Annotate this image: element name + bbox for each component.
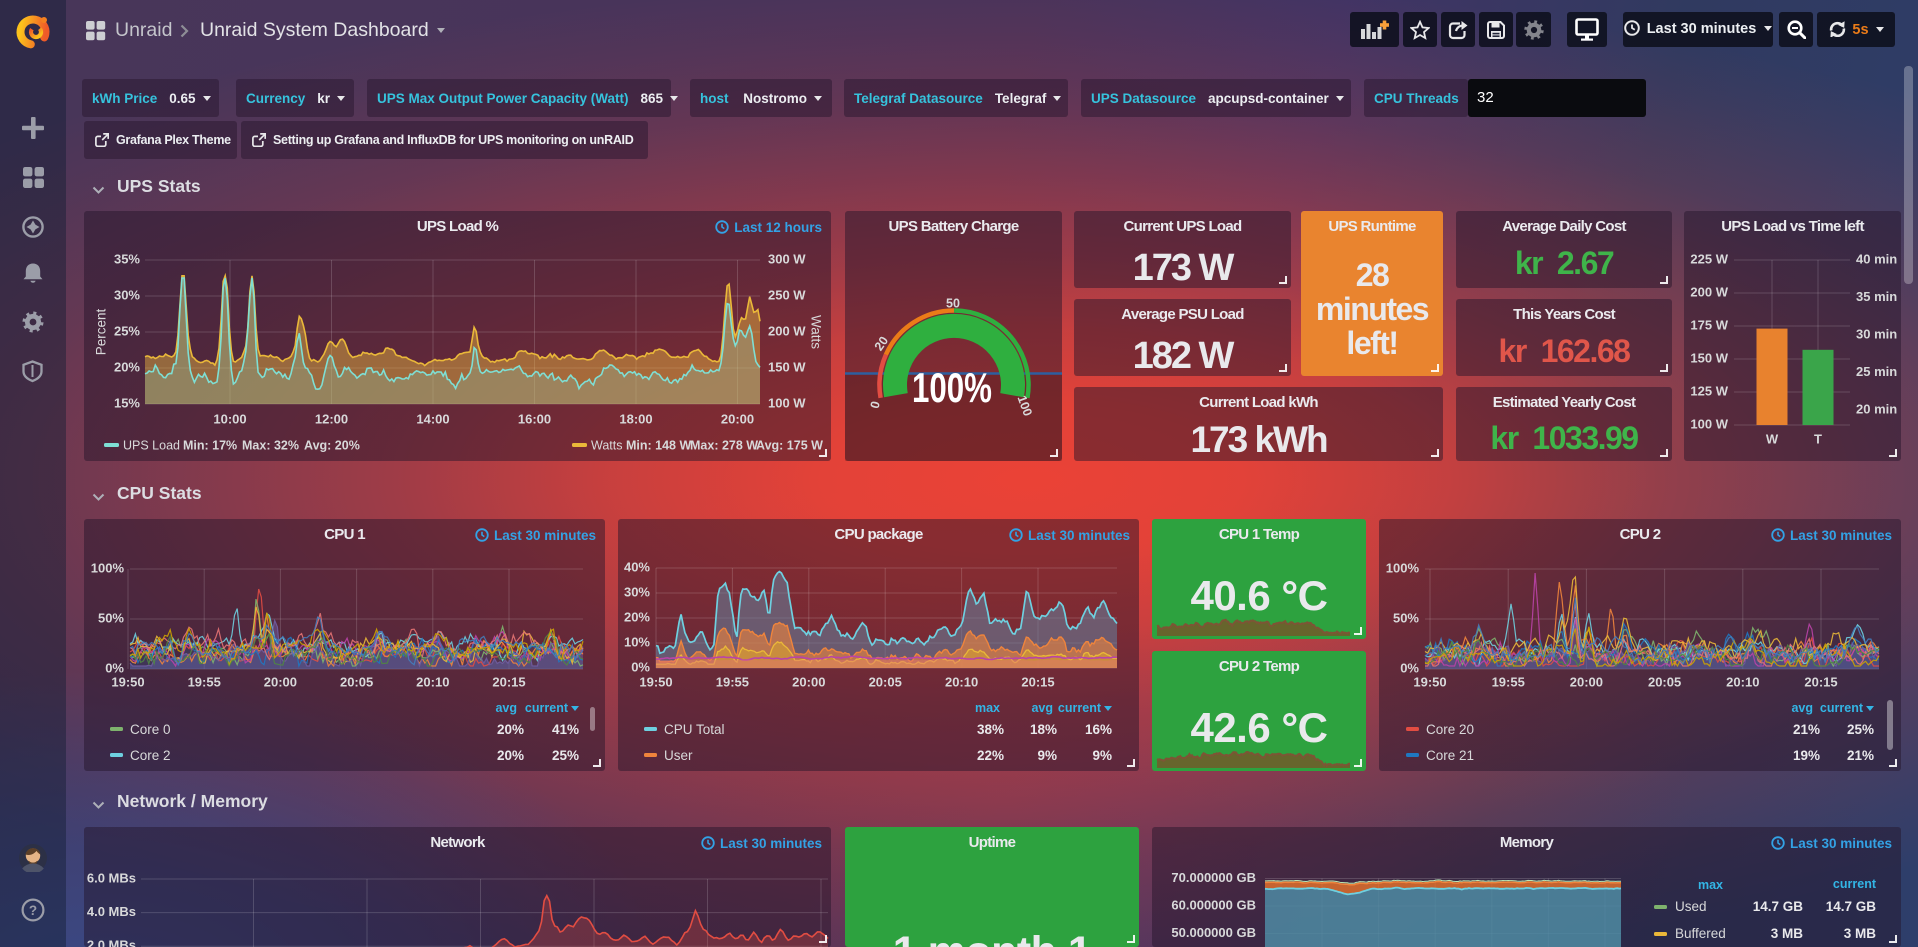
svg-text:20: 20 (872, 334, 891, 353)
svg-text:20:05: 20:05 (340, 674, 373, 689)
svg-text:200 W: 200 W (768, 323, 806, 338)
svg-text:35%: 35% (114, 251, 140, 266)
svg-text:50%: 50% (98, 610, 124, 625)
svg-text:100%: 100% (1386, 560, 1420, 575)
svg-text:20:00: 20:00 (721, 411, 754, 426)
svg-text:Min: 148 W: Min: 148 W (626, 438, 691, 452)
svg-text:100: 100 (1015, 394, 1035, 418)
svg-text:200 W: 200 W (1690, 284, 1728, 299)
svg-text:0%: 0% (1400, 660, 1419, 675)
svg-text:10%: 10% (624, 634, 650, 649)
svg-text:100%: 100% (91, 560, 125, 575)
svg-text:40 min: 40 min (1856, 251, 1897, 266)
svg-text:10:00: 10:00 (213, 411, 246, 426)
svg-text:20:00: 20:00 (264, 674, 297, 689)
svg-text:19:55: 19:55 (188, 674, 221, 689)
svg-text:20%: 20% (624, 609, 650, 624)
svg-text:40%: 40% (624, 559, 650, 574)
svg-text:Max: 278 W: Max: 278 W (690, 438, 758, 452)
svg-text:20:00: 20:00 (1570, 674, 1603, 689)
svg-text:300 W: 300 W (768, 251, 806, 266)
svg-text:UPS Load: UPS Load (123, 438, 180, 452)
svg-text:20 min: 20 min (1856, 401, 1897, 416)
svg-text:20:05: 20:05 (1648, 674, 1681, 689)
svg-text:50: 50 (946, 296, 960, 310)
svg-text:20:15: 20:15 (492, 674, 525, 689)
svg-text:4.0 MBs: 4.0 MBs (87, 904, 136, 919)
svg-text:150 W: 150 W (768, 359, 806, 374)
svg-text:19:55: 19:55 (1492, 674, 1525, 689)
svg-text:25 min: 25 min (1856, 364, 1897, 379)
svg-text:20:15: 20:15 (1021, 674, 1054, 689)
svg-text:20:10: 20:10 (1726, 674, 1759, 689)
svg-text:60.000000 GB: 60.000000 GB (1171, 897, 1256, 912)
svg-text:30%: 30% (624, 584, 650, 599)
svg-text:12:00: 12:00 (315, 411, 348, 426)
svg-text:225 W: 225 W (1690, 251, 1728, 266)
svg-text:15%: 15% (114, 395, 140, 410)
svg-text:70.000000 GB: 70.000000 GB (1171, 870, 1256, 885)
svg-text:175 W: 175 W (1690, 317, 1728, 332)
svg-text:19:55: 19:55 (716, 674, 749, 689)
svg-text:20:15: 20:15 (1804, 674, 1837, 689)
svg-text:30%: 30% (114, 287, 140, 302)
svg-text:0%: 0% (631, 659, 650, 674)
svg-text:20:05: 20:05 (869, 674, 902, 689)
svg-text:20:10: 20:10 (945, 674, 978, 689)
svg-text:20:10: 20:10 (416, 674, 449, 689)
svg-text:?: ? (29, 903, 37, 918)
svg-text:T: T (1814, 431, 1822, 446)
svg-text:19:50: 19:50 (639, 674, 672, 689)
svg-text:Max: 32%: Max: 32% (242, 438, 299, 452)
svg-text:20%: 20% (114, 359, 140, 374)
svg-text:125 W: 125 W (1690, 383, 1728, 398)
svg-text:35 min: 35 min (1856, 289, 1897, 304)
svg-text:Min: 17%: Min: 17% (183, 438, 237, 452)
svg-text:6.0 MBs: 6.0 MBs (87, 870, 136, 885)
svg-text:16:00: 16:00 (518, 411, 551, 426)
svg-text:Percent: Percent (94, 308, 109, 355)
svg-text:0: 0 (868, 400, 883, 410)
svg-text:19:50: 19:50 (1413, 674, 1446, 689)
svg-text:19:50: 19:50 (111, 674, 144, 689)
svg-text:150 W: 150 W (1690, 350, 1728, 365)
svg-text:100%: 100% (912, 364, 992, 411)
svg-text:Watts: Watts (808, 315, 823, 349)
svg-text:25%: 25% (114, 323, 140, 338)
svg-text:50%: 50% (1393, 610, 1419, 625)
svg-text:18:00: 18:00 (619, 411, 652, 426)
svg-text:W: W (1766, 431, 1779, 446)
svg-text:30 min: 30 min (1856, 326, 1897, 341)
svg-text:0%: 0% (105, 660, 124, 675)
svg-text:100 W: 100 W (1690, 416, 1728, 431)
svg-text:Watts: Watts (591, 438, 622, 452)
svg-text:100 W: 100 W (768, 395, 806, 410)
svg-text:14:00: 14:00 (416, 411, 449, 426)
svg-text:250 W: 250 W (768, 287, 806, 302)
svg-text:2.0 MBs: 2.0 MBs (87, 938, 136, 947)
svg-text:Avg: 175 W: Avg: 175 W (756, 438, 823, 452)
svg-text:50.000000 GB: 50.000000 GB (1171, 925, 1256, 940)
svg-text:20:00: 20:00 (792, 674, 825, 689)
svg-text:Avg: 20%: Avg: 20% (304, 438, 360, 452)
